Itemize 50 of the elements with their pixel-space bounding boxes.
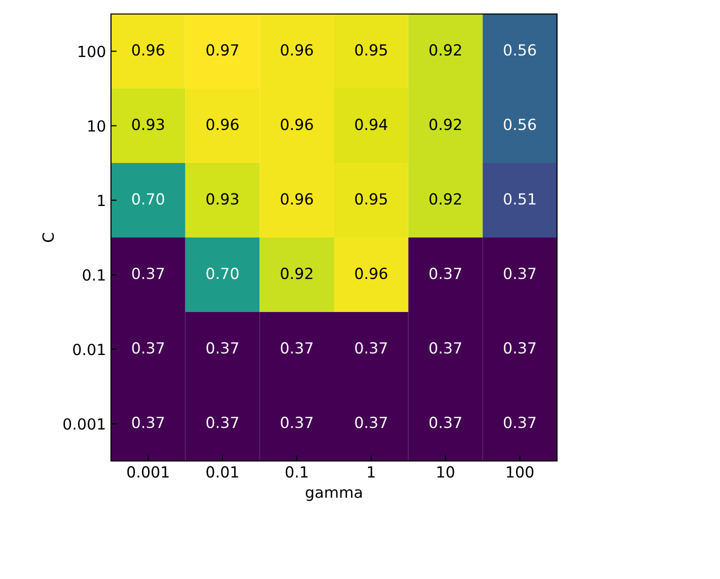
data-label: 0.37 (206, 342, 238, 354)
data-label: 0.96 (280, 193, 313, 205)
data-label: 0.37 (132, 416, 164, 428)
data-label: 0.37 (504, 268, 536, 280)
data-label: 0.37 (206, 416, 238, 428)
data-label: 0.70 (206, 268, 238, 280)
data-label: 0.37 (355, 416, 387, 428)
y-tick-label: 0.001 (63, 418, 105, 430)
data-label: 0.37 (504, 416, 536, 428)
data-label: 0.70 (132, 193, 164, 205)
x-tick-label: 10 (437, 466, 454, 478)
data-label: 0.37 (132, 342, 164, 354)
data-label: 0.37 (430, 416, 462, 428)
data-label: 0.97 (206, 44, 238, 56)
x-tick-label: 0.001 (127, 466, 169, 478)
y-tick-label: 100 (78, 46, 106, 58)
data-label: 0.37 (430, 342, 462, 354)
data-label: 0.95 (355, 44, 387, 56)
x-axis-title: gamma (306, 489, 362, 501)
data-label: 0.94 (355, 118, 388, 130)
x-tick-label: 0.1 (286, 466, 308, 478)
y-tick-label: 1 (98, 194, 105, 206)
data-label: 0.92 (430, 193, 461, 205)
x-tick-label: 100 (506, 466, 534, 478)
y-axis-title: C (42, 232, 54, 242)
y-tick-label: 0.1 (82, 269, 105, 281)
data-label: 0.96 (280, 118, 313, 130)
data-label: 0.96 (280, 44, 313, 56)
data-label: 0.96 (355, 268, 388, 280)
data-label: 0.96 (206, 118, 239, 130)
data-label: 0.56 (504, 118, 536, 130)
x-tick-label: 0.01 (206, 466, 238, 478)
data-label: 0.37 (355, 342, 387, 354)
data-label: 0.37 (280, 416, 313, 428)
y-tick-label: 10 (88, 120, 106, 132)
data-label: 0.93 (132, 118, 164, 130)
data-label: 0.92 (430, 118, 461, 130)
x-tick-label: 1 (368, 466, 375, 478)
y-tick-label: 0.01 (73, 344, 105, 356)
data-label: 0.37 (430, 268, 462, 280)
data-label: 0.96 (132, 44, 164, 56)
data-label: 0.93 (206, 193, 238, 205)
data-label: 0.56 (504, 44, 536, 56)
data-label: 0.37 (280, 342, 313, 354)
data-label: 0.51 (504, 193, 536, 205)
data-label: 0.37 (132, 268, 164, 280)
data-label: 0.95 (355, 193, 387, 205)
data-label: 0.92 (430, 44, 461, 56)
data-label: 0.92 (280, 268, 312, 280)
data-label: 0.37 (504, 342, 536, 354)
